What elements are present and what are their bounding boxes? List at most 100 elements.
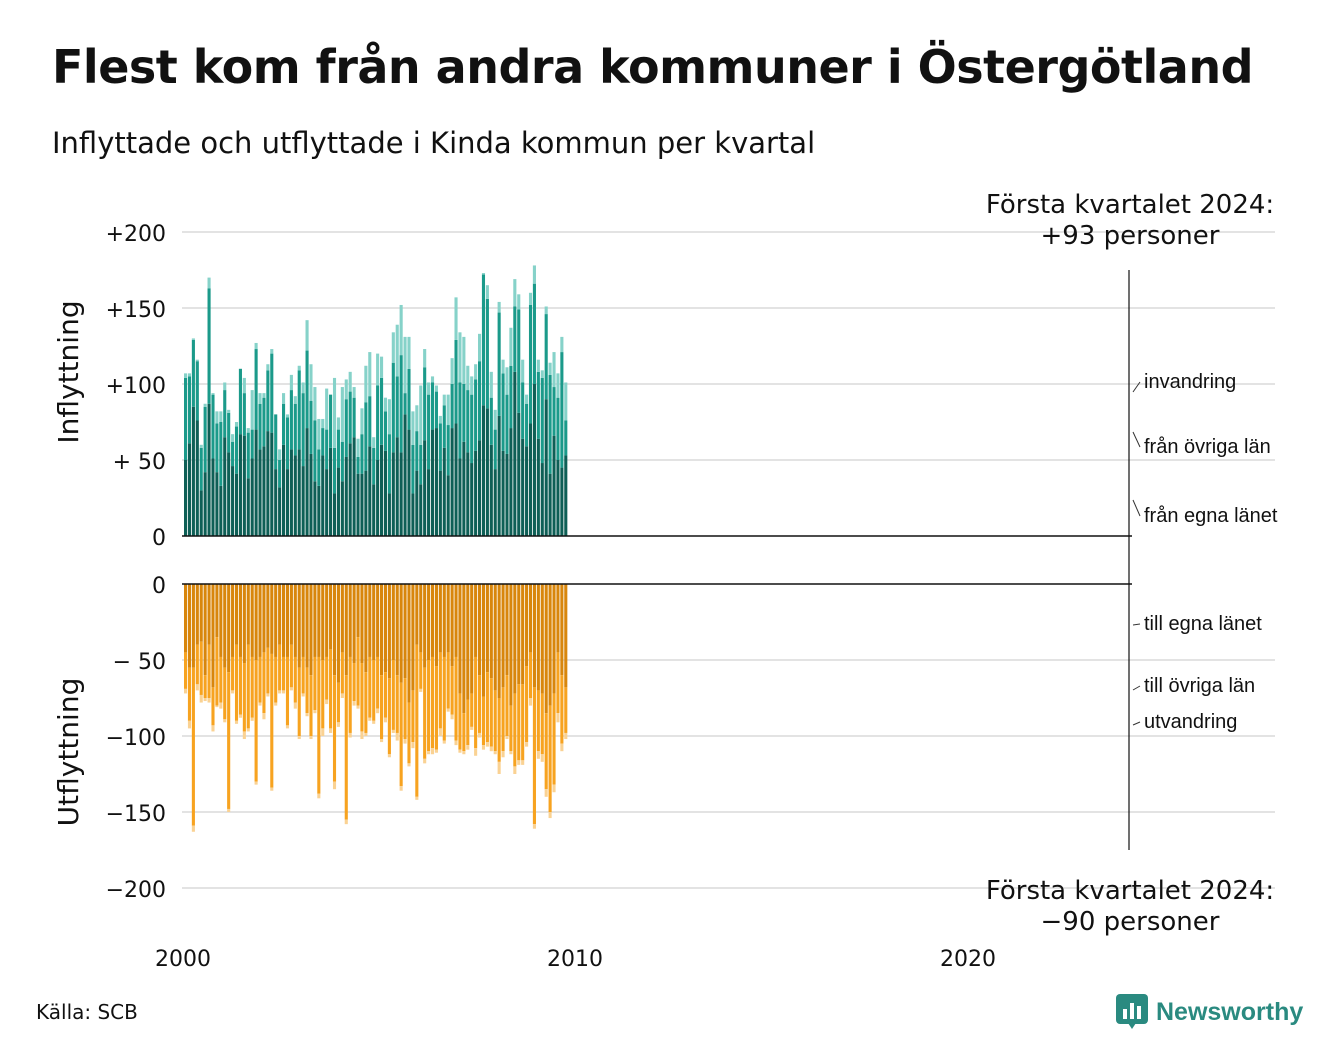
bar-in-1-53 [391,362,395,453]
bar-out-2-37 [329,728,333,733]
bar-out-2-27 [289,687,293,691]
bar-out-2-65 [438,728,442,736]
bar-out-1-45 [360,663,364,732]
bar-out-1-80 [497,698,501,762]
bar-in-1-30 [301,393,305,467]
bar-in-0-90 [536,438,540,536]
bar-in-0-27 [289,449,293,536]
bar-out-2-51 [383,717,388,723]
bar-in-2-87 [525,394,529,404]
bar-in-1-45 [360,434,364,474]
bar-in-0-43 [352,437,356,536]
bar-out-2-25 [282,690,286,694]
bar-out-1-70 [458,693,462,750]
bar-out-0-73 [470,584,474,694]
bar-out-1-33 [313,656,317,711]
bar-out-2-3 [195,684,199,691]
bar-in-2-39 [336,417,340,430]
bar-in-2-72 [466,365,470,391]
bar-in-0-60 [419,484,423,536]
bar-in-0-17 [250,458,254,536]
bar-out-0-85 [517,584,521,685]
bar-out-0-8 [215,584,219,638]
bar-out-1-94 [552,693,556,785]
bar-in-1-51 [383,411,388,451]
bar-in-1-33 [313,420,317,482]
bar-in-1-29 [297,370,301,450]
bar-out-2-53 [391,729,395,733]
bar-out-1-54 [395,675,399,733]
bar-in-2-78 [489,371,493,398]
bar-in-2-60 [419,385,423,445]
bar-out-2-22 [270,787,274,791]
bar-out-0-47 [368,584,372,657]
bar-out-1-86 [521,684,525,761]
bar-out-1-65 [438,652,442,729]
bar-in-1-91 [540,377,544,464]
bar-in-1-15 [242,393,246,436]
bar-in-0-16 [246,478,250,536]
bar-out-0-48 [372,584,376,660]
bar-in-1-67 [446,425,450,476]
bar-in-2-57 [407,336,411,369]
bar-in-1-96 [560,352,564,468]
bar-out-1-95 [556,652,560,714]
bar-in-1-18 [254,349,258,430]
bar-in-1-9 [219,422,223,486]
bar-in-1-20 [262,397,266,447]
bar-out-1-58 [411,690,415,743]
bar-out-1-57 [407,702,411,764]
bar-in-0-82 [505,453,509,536]
bar-in-0-96 [560,467,564,536]
y-tick-out--50: − 50 [113,650,166,675]
bar-out-0-81 [501,584,505,688]
bar-in-0-26 [285,469,290,536]
bar-in-2-94 [552,352,556,388]
bar-in-2-83 [509,327,513,366]
bar-in-2-82 [505,367,509,395]
bar-in-1-17 [250,429,254,459]
bar-in-1-10 [223,390,227,438]
bar-in-1-89 [532,283,536,384]
bar-in-1-77 [485,298,489,409]
bar-out-1-8 [215,637,219,706]
bar-in-0-0 [184,460,188,536]
bar-in-1-64 [434,391,438,429]
y-tick-out--200: −200 [106,878,166,903]
bar-out-1-28 [293,656,297,703]
bar-out-0-90 [536,584,540,691]
series-leader-in-2 [1132,499,1141,517]
bar-out-1-13 [234,644,239,721]
bar-in-2-86 [521,359,525,383]
bar-in-0-61 [423,440,427,536]
bar-out-1-85 [517,684,521,761]
bar-out-0-57 [407,584,411,703]
bar-out-1-20 [262,652,266,714]
bar-out-0-21 [266,584,270,648]
bar-out-1-53 [391,660,395,730]
bar-out-1-10 [223,667,227,720]
bar-in-0-93 [548,473,552,536]
bar-out-2-44 [356,705,360,709]
bar-in-0-7 [211,458,215,536]
bar-in-0-55 [399,452,403,536]
bar-in-1-37 [329,394,333,448]
bar-in-2-79 [493,409,497,430]
bar-in-1-73 [470,394,474,464]
bar-out-2-62 [427,751,431,755]
bar-in-0-35 [321,455,325,536]
bar-out-0-31 [305,584,309,668]
bar-out-0-12 [231,584,235,657]
y-tick-in-150: +150 [106,298,166,323]
bar-out-2-60 [419,688,423,692]
bar-in-0-88 [528,423,533,536]
bar-in-0-44 [356,473,360,536]
bar-in-2-24 [278,449,282,460]
bar-in-1-12 [231,441,235,467]
bar-in-1-69 [454,339,458,424]
y-tick-out-0: 0 [152,574,166,599]
bar-out-0-42 [348,584,352,657]
series-leader-out-0 [1132,623,1141,626]
bar-out-0-35 [321,584,325,660]
bar-out-2-17 [250,717,254,721]
